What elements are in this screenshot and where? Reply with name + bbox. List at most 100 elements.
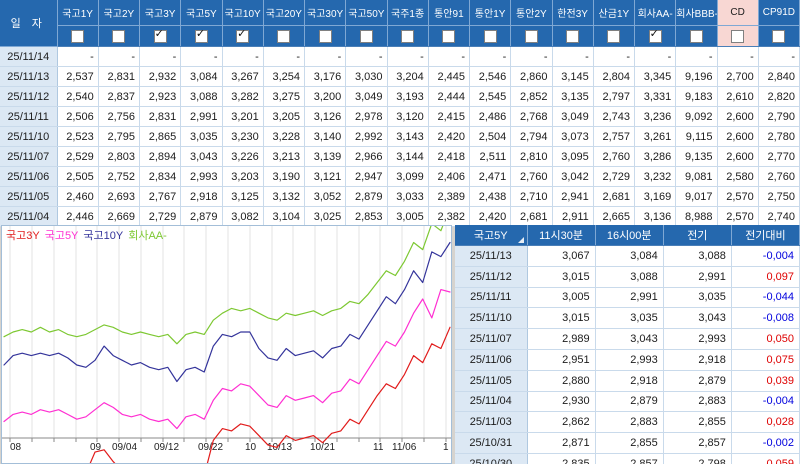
column-checkbox[interactable] — [71, 29, 85, 43]
column-checkbox[interactable] — [689, 29, 703, 43]
x-tick-label: 09/12 — [154, 442, 179, 453]
table-row[interactable]: 25/11/07 2,529 2,803 2,894 3,043 3,226 3,213 3,… — [0, 146, 800, 167]
rates-line-chart: 08 09 09/04 09/12 09/22 10 10/13 10/21 11 11/06 1 — [2, 226, 451, 463]
quote-row[interactable]: 25/11/05 2,880 2,918 2,879 0,039 — [455, 370, 800, 392]
column-checkbox[interactable] — [401, 29, 415, 43]
rate-cell: 2,767 — [139, 186, 182, 207]
column-header-국고10Y[interactable]: 국고10Y — [222, 0, 264, 26]
quote-series-header[interactable]: 국고5Y — [455, 225, 528, 246]
column-header-통안1Y[interactable]: 통안1Y — [469, 0, 512, 26]
rate-cell: 9,135 — [675, 146, 718, 167]
column-header-한전3Y[interactable]: 한전3Y — [552, 0, 594, 26]
column-header-CD[interactable]: CD — [717, 0, 759, 26]
quote-row[interactable]: 25/11/10 3,015 3,035 3,043 -0,008 — [455, 307, 800, 330]
rate-cell: 2,546 — [469, 66, 512, 87]
quote-value-cell: 2,991 — [595, 287, 664, 309]
x-tick-label: 11 — [373, 442, 384, 453]
quote-column-header[interactable]: 16시00분 — [595, 225, 664, 246]
date-cell: 25/11/11 — [0, 106, 58, 127]
quote-row[interactable]: 25/10/30 2,835 2,857 2,798 0,059 — [455, 453, 800, 464]
rate-cell: 2,537 — [57, 66, 99, 87]
column-checkbox[interactable]: ✓ — [648, 28, 662, 43]
table-row[interactable]: 25/11/10 2,523 2,795 2,865 3,035 3,230 3,228 3,… — [0, 126, 800, 147]
table-row[interactable]: 25/11/14- - - - - - - - - - - - - - - - - - — [0, 46, 800, 67]
column-header-산금1Y[interactable]: 산금1Y — [593, 0, 636, 26]
column-header-국주1종[interactable]: 국주1종 — [387, 0, 429, 26]
column-checkbox[interactable] — [442, 29, 456, 43]
table-row[interactable]: 25/11/11 2,506 2,756 2,831 2,991 3,201 3,205 3,… — [0, 106, 800, 127]
column-checkbox[interactable]: ✓ — [153, 28, 167, 43]
rate-cell: 3,035 — [180, 126, 223, 147]
legend-item-국고5Y: 국고5Y — [44, 230, 79, 242]
rate-cell: 3,205 — [263, 106, 306, 127]
quote-column-header[interactable]: 11시30분 — [527, 225, 596, 246]
quote-value-cell: 3,067 — [527, 245, 596, 267]
rate-cell: 2,991 — [180, 106, 223, 127]
change-cell: 0,039 — [731, 370, 800, 392]
rate-cell: 3,232 — [634, 166, 677, 187]
chart-legend: 국고3Y 국고5Y 국고10Y 회사AA- — [6, 227, 172, 243]
column-checkbox[interactable] — [277, 29, 291, 43]
column-checkbox[interactable] — [524, 29, 538, 43]
rate-cell: 3,200 — [304, 86, 347, 107]
quote-row[interactable]: 25/11/13 3,067 3,084 3,088 -0,004 — [455, 245, 800, 267]
rate-cell: 2,834 — [139, 166, 182, 187]
quote-row[interactable]: 25/11/07 2,989 3,043 2,993 0,050 — [455, 328, 800, 350]
quote-column-header[interactable]: 전기대비 — [731, 225, 800, 246]
column-header-회사AA-[interactable]: 회사AA- — [634, 0, 677, 26]
rate-cell: 3,140 — [304, 126, 347, 147]
table-row[interactable]: 25/11/05 2,460 2,693 2,767 2,918 3,125 3,132 3,… — [0, 186, 800, 207]
column-checkbox[interactable] — [483, 29, 497, 43]
rate-cell: 3,135 — [552, 86, 594, 107]
column-checkbox[interactable]: ✓ — [194, 28, 208, 43]
rate-cell: 3,282 — [222, 86, 264, 107]
column-header-국고2Y[interactable]: 국고2Y — [98, 0, 141, 26]
column-header-CP91D[interactable]: CP91D — [758, 0, 800, 26]
quote-value-cell: 2,857 — [663, 432, 732, 454]
column-checkbox[interactable] — [607, 29, 621, 43]
quote-row[interactable]: 25/11/03 2,862 2,883 2,855 0,028 — [455, 411, 800, 434]
column-header-국고20Y[interactable]: 국고20Y — [263, 0, 306, 26]
column-header-국고3Y[interactable]: 국고3Y — [139, 0, 182, 26]
column-checkbox-cell — [263, 25, 306, 47]
change-cell: -0,004 — [731, 391, 800, 413]
column-checkbox[interactable] — [731, 29, 745, 43]
quote-row[interactable]: 25/11/04 2,930 2,879 2,883 -0,004 — [455, 391, 800, 413]
date-column-header: 일 자 — [0, 0, 58, 47]
quote-row[interactable]: 25/11/06 2,951 2,993 2,918 0,075 — [455, 349, 800, 371]
quote-row[interactable]: 25/11/11 3,005 2,991 3,035 -0,044 — [455, 287, 800, 309]
quote-value-cell: 3,015 — [527, 307, 596, 330]
table-row[interactable]: 25/11/13 2,537 2,831 2,932 3,084 3,267 3,254 3,… — [0, 66, 800, 87]
column-header-국고30Y[interactable]: 국고30Y — [304, 0, 347, 26]
column-checkbox[interactable]: ✓ — [236, 27, 250, 43]
rate-cell: 2,852 — [510, 86, 553, 107]
legend-item-국고3Y: 국고3Y — [6, 230, 40, 242]
column-header-국고5Y[interactable]: 국고5Y — [180, 0, 223, 26]
column-checkbox[interactable] — [359, 29, 373, 43]
rate-cell: 2,794 — [510, 126, 553, 147]
column-header-국고1Y[interactable]: 국고1Y — [57, 0, 99, 26]
quote-row[interactable]: 25/11/12 3,015 3,088 2,991 0,097 — [455, 266, 800, 288]
table-row[interactable]: 25/11/04 2,446 2,669 2,729 2,879 3,082 3,104 3,… — [0, 206, 800, 227]
column-header-회사BBB-[interactable]: 회사BBB- — [675, 0, 718, 26]
rate-cell: 2,918 — [180, 186, 223, 207]
column-header-통안2Y[interactable]: 통안2Y — [510, 0, 553, 26]
column-checkbox[interactable] — [772, 29, 786, 43]
column-checkbox[interactable] — [566, 29, 580, 43]
check-icon: ✓ — [237, 27, 247, 40]
rate-cell: 2,693 — [98, 186, 141, 207]
column-header-국고50Y[interactable]: 국고50Y — [345, 0, 388, 26]
rate-cell: 2,947 — [345, 166, 388, 187]
column-header-통안91[interactable]: 통안91 — [428, 0, 471, 26]
rate-cell: - — [469, 46, 512, 67]
table-row[interactable]: 25/11/06 2,505 2,752 2,834 2,993 3,203 3,190 3,… — [0, 166, 800, 187]
change-cell: 0,059 — [731, 453, 800, 464]
table-row[interactable]: 25/11/12 2,540 2,837 2,923 3,088 3,282 3,275 3,… — [0, 86, 800, 107]
column-checkbox[interactable] — [112, 29, 126, 43]
column-checkbox-cell — [552, 25, 594, 47]
rate-cell: - — [345, 46, 388, 67]
column-checkbox[interactable] — [318, 29, 332, 43]
column-checkbox-cell — [593, 25, 636, 47]
quote-row[interactable]: 25/10/31 2,871 2,855 2,857 -0,002 — [455, 432, 800, 454]
quote-column-header[interactable]: 전기 — [663, 225, 732, 246]
